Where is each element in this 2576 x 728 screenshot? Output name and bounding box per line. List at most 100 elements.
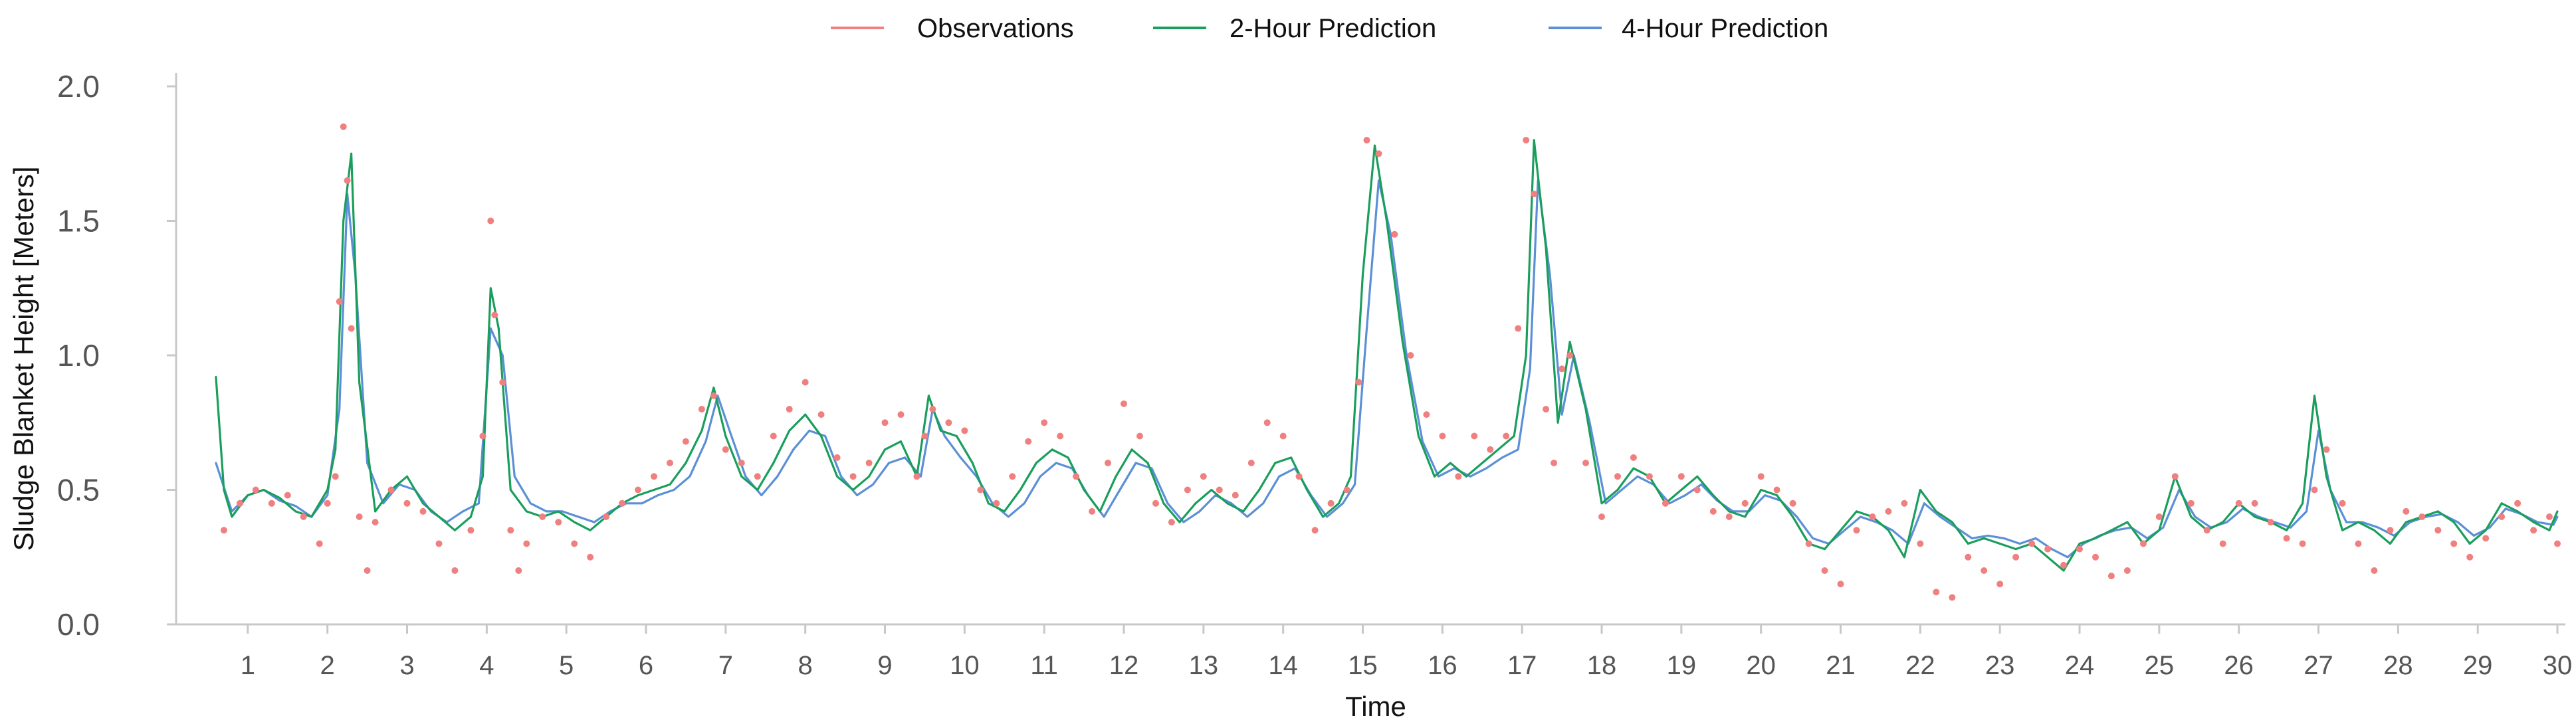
y-axis-label: Sludge Blanket Height [Meters] [8,167,39,551]
x-tick-label: 26 [2224,651,2254,680]
data-point-4-hour-prediction [1262,502,1265,505]
data-point-observations [2235,500,2242,507]
data-point-2-hour-prediction [868,475,871,478]
data-point-4-hour-prediction [278,500,281,502]
data-point-4-hour-prediction [704,440,707,443]
data-point-2-hour-prediction [1374,144,1376,147]
data-point-2-hour-prediction [1115,475,1117,478]
data-point-observations [1996,581,2004,588]
legend: Observations 2-Hour Prediction 4-Hour Pr… [831,14,1828,43]
x-tick-label: 21 [1826,651,1856,680]
data-point-2-hour-prediction [326,489,329,491]
data-point-2-hour-prediction [1210,489,1213,491]
data-point-4-hour-prediction [1517,448,1519,451]
data-point-4-hour-prediction [689,475,691,478]
data-point-2-hour-prediction [1497,448,1499,451]
data-point-observations [2450,540,2458,547]
data-point-observations [961,427,968,434]
data-point-2-hour-prediction [2062,569,2065,572]
x-tick-label: 30 [2543,651,2573,680]
data-point-observations [1917,540,1924,547]
data-point-4-hour-prediction [856,494,859,497]
data-point-2-hour-prediction [1386,220,1388,222]
data-point-4-hour-prediction [1796,515,1798,518]
data-point-2-hour-prediction [310,515,313,518]
data-point-observations [1566,352,1574,359]
data-point-observations [881,419,889,426]
data-point-2-hour-prediction [2373,529,2375,531]
data-point-4-hour-prediction [501,354,504,357]
data-point-4-hour-prediction [2290,526,2292,529]
axes [175,73,2565,626]
data-point-4-hour-prediction [824,435,827,437]
data-point-4-hour-prediction [943,435,946,437]
data-point-observations [1805,540,1812,547]
data-point-observations [1837,581,1844,588]
data-point-2-hour-prediction [2286,529,2288,531]
data-point-4-hour-prediction [215,462,217,464]
data-point-4-hour-prediction [2274,521,2276,523]
series-layer [215,123,2561,601]
data-point-4-hour-prediction [1055,462,1057,464]
y-tick-label: 1.0 [57,338,100,373]
data-point-2-hour-prediction [1274,462,1277,464]
x-axis-ticks: 1 2 3 4 5 6 7 8 9 10 11 12 13 14 15 16 17 18 19 20 21 22 23 24 2… [241,624,2573,680]
data-point-2-hour-prediction [2405,521,2407,523]
data-point-2-hour-prediction [927,395,930,397]
data-point-observations [467,527,475,534]
data-point-2-hour-prediction [1525,354,1527,357]
data-point-2-hour-prediction [2325,475,2327,478]
data-point-observations [1216,486,1223,494]
data-point-observations [1757,473,1765,480]
data-point-observations [344,177,351,184]
data-point-2-hour-prediction [1680,489,1683,491]
data-point-observations [284,492,291,499]
data-point-observations [1327,500,1335,507]
data-point-2-hour-prediction [1998,543,2001,545]
data-point-4-hour-prediction [2472,534,2475,537]
data-point-observations [1677,473,1685,480]
data-point-observations [2434,527,2442,534]
data-point-2-hour-prediction [820,435,823,437]
data-point-4-hour-prediction [366,462,369,464]
data-point-2-hour-prediction [772,462,775,464]
data-point-2-hour-prediction [788,429,791,432]
data-point-observations [770,432,777,440]
data-point-observations [220,527,227,534]
data-point-2-hour-prediction [637,494,639,497]
x-tick-label: 28 [2383,651,2413,680]
data-point-4-hour-prediction [294,505,297,507]
data-point-4-hour-prediction [888,462,890,464]
data-point-observations [1263,419,1271,426]
y-tick-label: 2.0 [57,69,100,104]
data-point-2-hour-prediction [2254,515,2256,518]
data-point-2-hour-prediction [1067,456,1069,459]
data-point-observations [1407,352,1414,359]
data-point-observations [324,500,331,507]
data-point-observations [1515,325,1522,332]
x-tick-label: 19 [1667,651,1697,680]
data-point-observations [1057,432,1064,440]
data-point-2-hour-prediction [804,413,807,416]
data-point-2-hour-prediction [1951,521,1953,523]
data-point-2-hour-prediction [1481,462,1483,464]
data-point-2-hour-prediction [1258,489,1261,491]
data-point-observations [849,473,857,480]
data-point-2-hour-prediction [263,489,265,491]
data-point-observations [619,500,626,507]
x-tick-label: 7 [718,651,733,680]
data-point-4-hour-prediction [2034,537,2037,539]
data-point-2-hour-prediction [231,515,233,518]
data-point-4-hour-prediction [872,483,874,486]
data-point-2-hour-prediction [1824,548,1826,551]
data-point-4-hour-prediction [1278,475,1281,478]
data-point-4-hour-prediction [2504,507,2507,510]
legend-label-4-hour-prediction: 4-Hour Prediction [1622,14,1828,43]
data-point-observations [1168,519,1175,526]
data-point-observations [523,540,530,547]
data-point-observations [1582,460,1589,466]
data-point-observations [1853,527,1860,534]
data-point-2-hour-prediction [740,475,743,478]
legend-label-2-hour-prediction: 2-Hour Prediction [1230,14,1436,43]
data-point-observations [2482,535,2490,542]
